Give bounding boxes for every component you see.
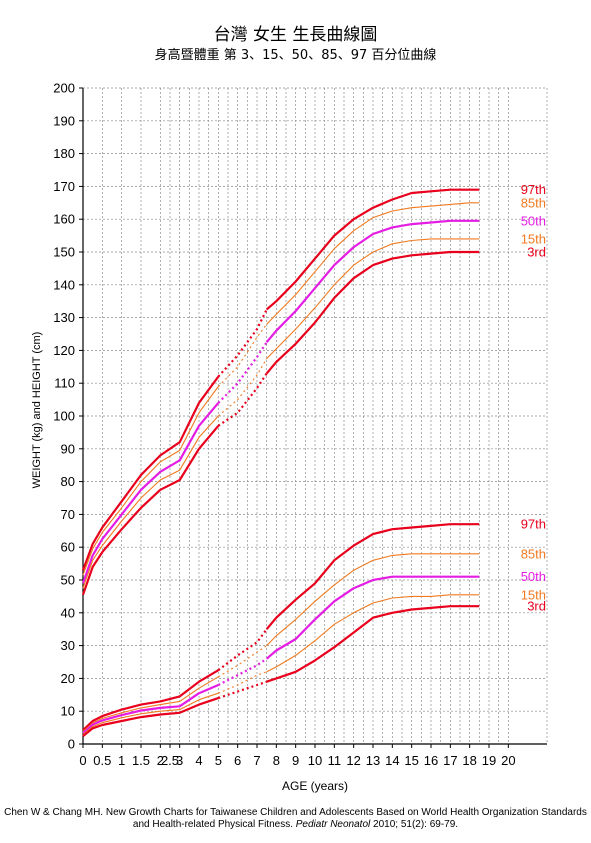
series-dotted-50th-weight [217, 657, 268, 686]
x-tick-label: 13 [366, 753, 380, 768]
x-tick-label: 20 [501, 753, 515, 768]
x-tick-label: 12 [346, 753, 360, 768]
y-tick-label: 180 [53, 146, 75, 161]
y-tick-label: 150 [53, 245, 75, 260]
citation-journal: Pediatr Neonatol [295, 819, 371, 830]
series-line-85th-height-late [266, 202, 480, 325]
y-tick-label: 50 [61, 573, 75, 588]
x-tick-label: 0 [79, 753, 86, 768]
x-tick-label: 2.5 [161, 753, 179, 768]
x-tick-label: 1 [118, 753, 125, 768]
x-tick-label: 19 [482, 753, 496, 768]
x-tick-label: 9 [292, 753, 299, 768]
x-tick-label: 6 [234, 753, 241, 768]
series-line-3rd-weight [82, 697, 219, 737]
y-tick-label: 130 [53, 310, 75, 325]
x-tick-labels: 0 0.5 1 1.5 22.53 4 5 6 7 8 9 10 11 12 13 14 15 16 17 18 19 2… [79, 753, 515, 768]
y-tick-label: 170 [53, 179, 75, 194]
series-line-97th-weight-late [265, 523, 480, 630]
x-tick-label: 0.5 [93, 753, 111, 768]
y-tick-label: 200 [53, 81, 75, 96]
x-tick-label: 5 [215, 753, 222, 768]
series-line-3rd-height-late [265, 250, 480, 375]
y-tick-label: 60 [61, 540, 75, 555]
y-tick-label: 100 [53, 409, 75, 424]
series-label-15th-height: 15th [521, 231, 546, 246]
x-tick-label: 7 [253, 753, 260, 768]
series-label-97th-height: 97th [521, 182, 546, 197]
series-line-3rd-weight-late [266, 605, 480, 683]
series-line-85th-weight-late [266, 553, 480, 646]
x-tick-label: 1.5 [132, 753, 150, 768]
series-dotted-85th-height [217, 323, 268, 387]
citation: Chen W & Chang MH. New Growth Charts for… [0, 807, 591, 831]
series-line-97th-height-late [265, 188, 480, 311]
series-dotted-97th-height [217, 308, 268, 378]
y-tick-label: 10 [61, 704, 75, 719]
y-tick-label: 90 [61, 441, 75, 456]
x-tick-label: 3 [176, 753, 183, 768]
series-line-50th-weight [82, 683, 219, 735]
series-line-50th-height-late [265, 219, 480, 343]
series-label-85th-height: 85th [521, 195, 546, 210]
series-line-15th-weight [82, 692, 219, 735]
x-axis-label: AGE (years) [282, 779, 348, 793]
x-tick-label: 8 [273, 753, 280, 768]
chart-title: 台灣 女生 生長曲線圖 [213, 25, 378, 45]
y-tick-label: 120 [53, 343, 75, 358]
series-dotted-3rd-weight [217, 680, 268, 700]
series-label-3rd-height: 3rd [527, 245, 546, 260]
series-line-97th-weight [82, 669, 219, 731]
series-lines [81, 188, 480, 737]
x-tick-label: 10 [308, 753, 322, 768]
x-tick-label: 11 [328, 753, 342, 768]
series-line-97th-height [81, 375, 220, 571]
series-label-97th-weight: 97th [521, 517, 546, 532]
series-dotted-3rd-height [217, 372, 268, 427]
series-label-50th-height: 50th [521, 213, 546, 228]
chart-subtitle: 身高暨體重 第 3、15、50、85、97 百分位曲線 [154, 48, 437, 63]
series-dotted-15th-height [217, 358, 268, 417]
series-line-15th-height-late [266, 238, 480, 359]
y-tick-label: 30 [61, 638, 75, 653]
series-line-50th-height [81, 402, 220, 584]
series-line-15th-weight-late [266, 594, 480, 673]
y-tick-labels: 0 10 20 30 40 50 60 70 80 90 100 110 120 130 140 150 160… [53, 81, 75, 752]
axes [79, 87, 548, 748]
x-tick-label: 18 [462, 753, 476, 768]
y-tick-label: 110 [54, 376, 75, 391]
citation-text: Chen W & Chang MH. New Growth Charts for… [4, 807, 587, 830]
series-line-15th-height [82, 415, 219, 589]
series-dotted-97th-weight [217, 628, 268, 672]
series-label-50th-weight: 50th [521, 569, 546, 584]
series-line-85th-weight [82, 676, 219, 732]
series-line-3rd-height [81, 425, 220, 596]
series-dotted-85th-weight [218, 645, 268, 678]
y-tick-label: 20 [61, 671, 75, 686]
y-tick-label: 140 [53, 277, 75, 292]
y-tick-label: 160 [53, 212, 75, 227]
y-tick-label: 0 [68, 737, 75, 752]
series-line-85th-height [82, 386, 219, 576]
y-tick-label: 80 [61, 474, 75, 489]
y-tick-label: 70 [61, 507, 75, 522]
x-tick-label: 15 [404, 753, 418, 768]
x-tick-label: 17 [443, 753, 457, 768]
x-tick-label: 14 [385, 753, 399, 768]
grid-lines [83, 88, 547, 744]
x-tick-label: 2 [157, 753, 164, 768]
y-tick-label: 190 [53, 113, 75, 128]
series-dotted-15th-weight [218, 671, 267, 694]
y-axis-label: WEIGHT (kg) and HEIGHT (cm) [31, 332, 43, 489]
series-label-85th-weight: 85th [521, 546, 546, 561]
series-label-15th-weight: 15th [521, 587, 546, 602]
series-label-3rd-weight: 3rd [527, 599, 546, 614]
series-line-50th-weight-late [265, 575, 480, 660]
y-tick-label: 40 [61, 605, 75, 620]
citation-details: 2010; 51(2): 69-79. [370, 819, 459, 830]
x-tick-label: 4 [195, 753, 202, 768]
x-tick-label: 16 [424, 753, 438, 768]
